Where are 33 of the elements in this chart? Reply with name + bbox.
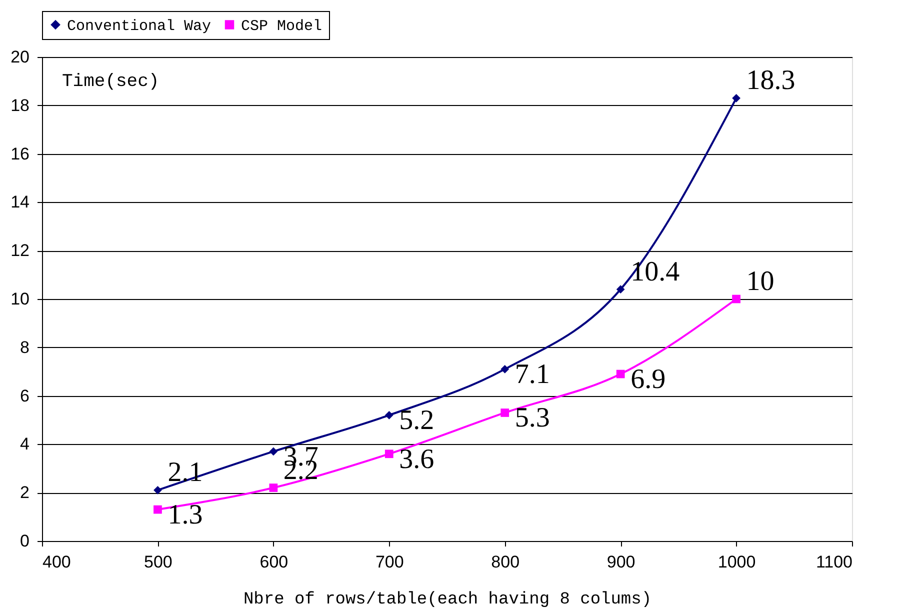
data-label: 10	[746, 266, 774, 297]
x-tick-label: 1100	[816, 552, 852, 572]
y-tick-label: 4	[20, 434, 30, 454]
y-tick-label: 18	[10, 96, 30, 115]
x-tick-label: 400	[42, 552, 71, 572]
data-label: 1.3	[168, 500, 203, 531]
y-tick-label: 12	[10, 241, 30, 260]
y-tick-label: 8	[20, 338, 30, 357]
data-label: 18.3	[746, 65, 796, 96]
x-tick-label: 600	[260, 552, 288, 572]
y-tick-label: 20	[10, 48, 30, 66]
data-label: 3.6	[399, 444, 434, 475]
x-tick-label: 700	[375, 552, 404, 572]
y-tick-label: 10	[10, 290, 30, 308]
y-tick-label: 2	[20, 483, 30, 502]
y-axis-title: Time(sec)	[62, 72, 160, 92]
x-axis-title: Nbre of rows/table(each having 8 colums)	[243, 590, 652, 609]
legend-label: Conventional Way	[67, 18, 212, 35]
data-label: 6.9	[630, 364, 666, 396]
data-label: 2.1	[168, 457, 203, 488]
y-tick-label: 0	[20, 532, 30, 550]
data-label: 7.1	[514, 359, 550, 390]
data-label: 10.4	[630, 256, 680, 288]
data-label: 5.3	[514, 402, 550, 434]
y-tick-label: 6	[20, 386, 30, 406]
data-label: 5.2	[399, 405, 434, 436]
legend-label: CSP Model	[241, 18, 322, 35]
y-tick-label: 14	[10, 192, 30, 212]
x-tick-label: 900	[606, 552, 636, 572]
x-tick-label: 1000	[718, 552, 756, 572]
x-tick-label: 500	[144, 552, 172, 572]
x-tick-label: 800	[491, 552, 520, 572]
y-tick-label: 16	[10, 144, 30, 164]
